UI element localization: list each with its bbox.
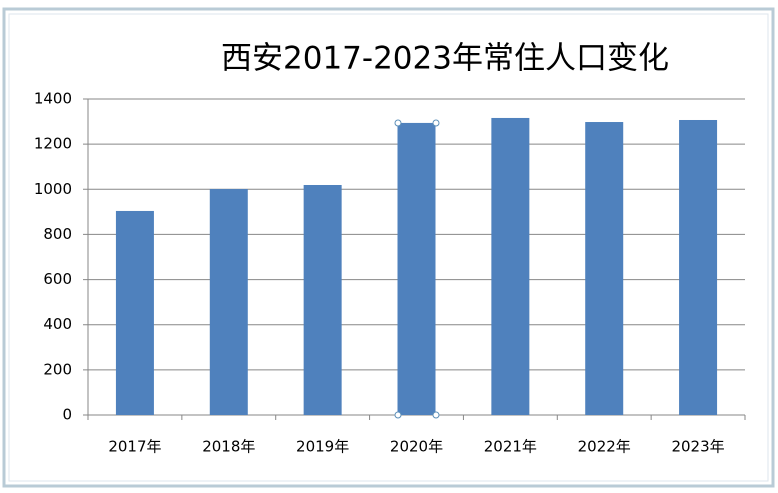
chart-frame-inner <box>8 13 769 482</box>
y-tick-label: 800 <box>43 225 72 243</box>
y-tick-label: 1400 <box>34 90 72 108</box>
selection-handles <box>394 119 440 419</box>
y-tick-label: 400 <box>43 315 72 333</box>
bar <box>303 184 342 415</box>
x-tick-label: 2017年 <box>108 438 161 456</box>
bar <box>679 119 718 416</box>
handle <box>394 411 402 419</box>
y-tick-label: 1200 <box>34 135 72 153</box>
x-tick-label: 2023年 <box>671 438 724 456</box>
x-tick-label: 2021年 <box>484 438 537 456</box>
bar <box>491 117 530 416</box>
y-tick-label: 1000 <box>34 180 72 198</box>
x-tick-label: 2022年 <box>578 438 631 456</box>
bar <box>115 210 154 415</box>
handle <box>394 119 402 127</box>
bar <box>585 122 624 415</box>
y-tick-label: 600 <box>43 270 72 288</box>
bar <box>209 189 248 415</box>
handle <box>432 119 440 127</box>
x-tick-label: 2019年 <box>296 438 349 456</box>
handle <box>432 411 440 419</box>
x-tick-label: 2018年 <box>202 438 255 456</box>
bar <box>397 122 436 415</box>
y-tick-label: 0 <box>62 406 72 424</box>
y-tick-label: 200 <box>43 360 72 378</box>
x-tick-label: 2020年 <box>390 438 443 456</box>
chart-title: 西安2017-2023年常住人口变化 <box>221 41 669 77</box>
